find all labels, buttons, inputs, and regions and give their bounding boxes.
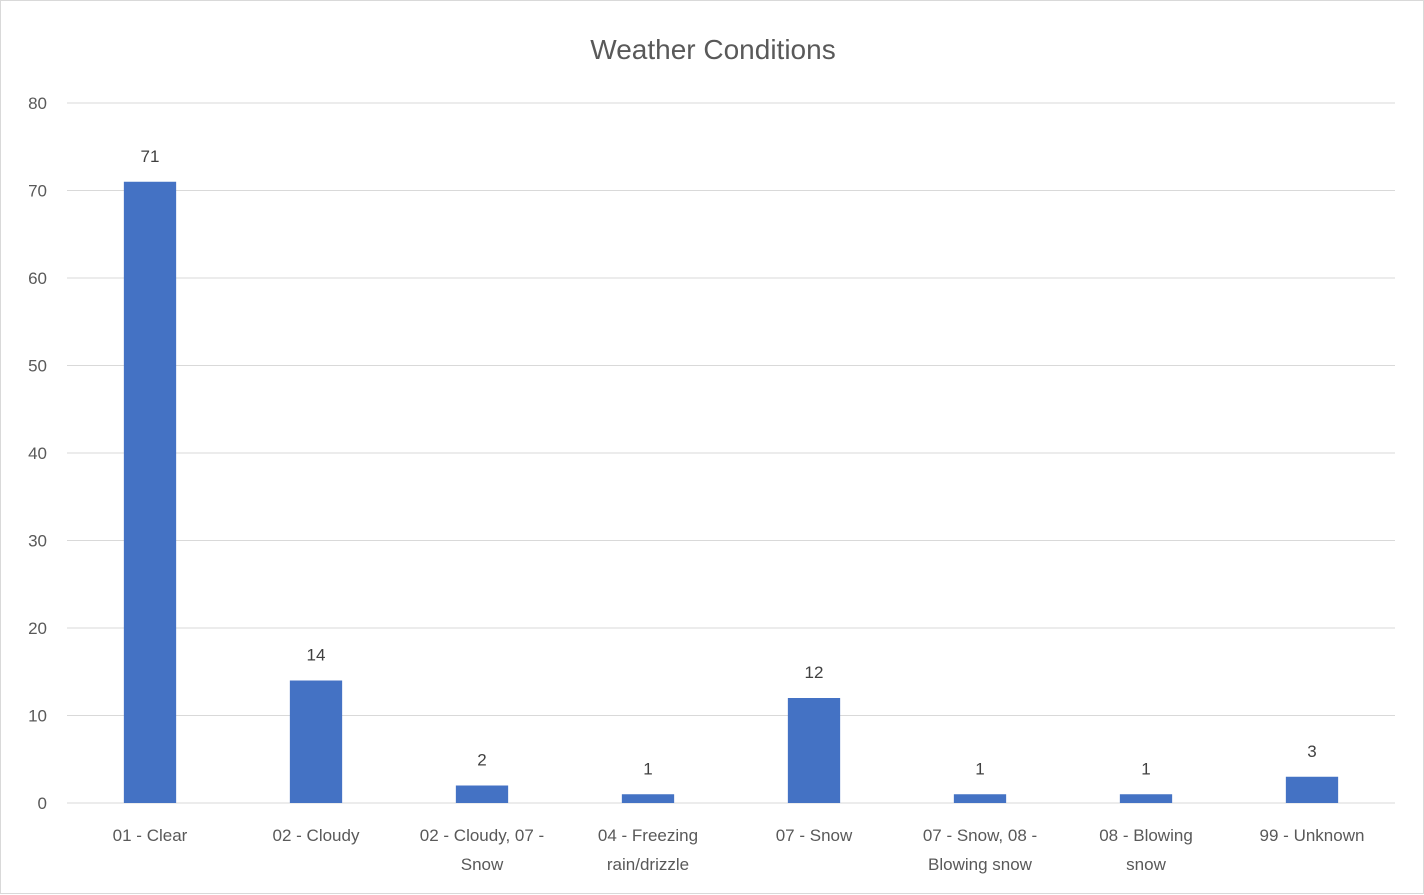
data-label: 71 [141, 147, 160, 166]
category-label: 02 - Cloudy [273, 826, 360, 845]
y-tick-label: 10 [28, 707, 47, 726]
bar [289, 680, 343, 803]
bar [621, 794, 675, 803]
bars [123, 181, 1339, 803]
data-label: 12 [805, 663, 824, 682]
bar [1119, 794, 1173, 803]
category-label: 99 - Unknown [1260, 826, 1365, 845]
gridlines [67, 102, 1395, 804]
bar [123, 181, 177, 803]
category-label: 01 - Clear [113, 826, 188, 845]
chart-title: Weather Conditions [590, 34, 835, 65]
y-tick-label: 80 [28, 94, 47, 113]
bar [953, 794, 1007, 803]
data-label: 14 [307, 646, 326, 665]
y-tick-label: 40 [28, 444, 47, 463]
y-tick-label: 50 [28, 357, 47, 376]
y-tick-label: 0 [38, 794, 47, 813]
data-labels: 71 14 2 1 12 1 1 3 [141, 147, 1317, 779]
y-tick-label: 70 [28, 182, 47, 201]
data-label: 3 [1307, 742, 1316, 761]
category-label: 04 - Freezing rain/drizzle [598, 826, 698, 874]
bar [455, 785, 509, 803]
category-label: 07 - Snow [776, 826, 853, 845]
data-label: 1 [975, 759, 984, 778]
y-tick-label: 30 [28, 532, 47, 551]
x-axis-categories: 01 - Clear 02 - Cloudy 02 - Cloudy, 07 -Sn… [113, 826, 1365, 874]
category-label: 02 - Cloudy, 07 -Snow [420, 826, 544, 874]
data-label: 1 [643, 759, 652, 778]
category-label: 08 - Blowing snow [1099, 826, 1193, 874]
y-axis-ticks: 0 10 20 30 40 50 60 70 80 [28, 94, 47, 813]
category-label: 07 - Snow, 08 -Blowing snow [923, 826, 1037, 874]
y-tick-label: 20 [28, 619, 47, 638]
data-label: 1 [1141, 759, 1150, 778]
bar [1285, 776, 1339, 803]
data-label: 2 [477, 751, 486, 770]
bar [787, 698, 841, 803]
y-tick-label: 60 [28, 269, 47, 288]
